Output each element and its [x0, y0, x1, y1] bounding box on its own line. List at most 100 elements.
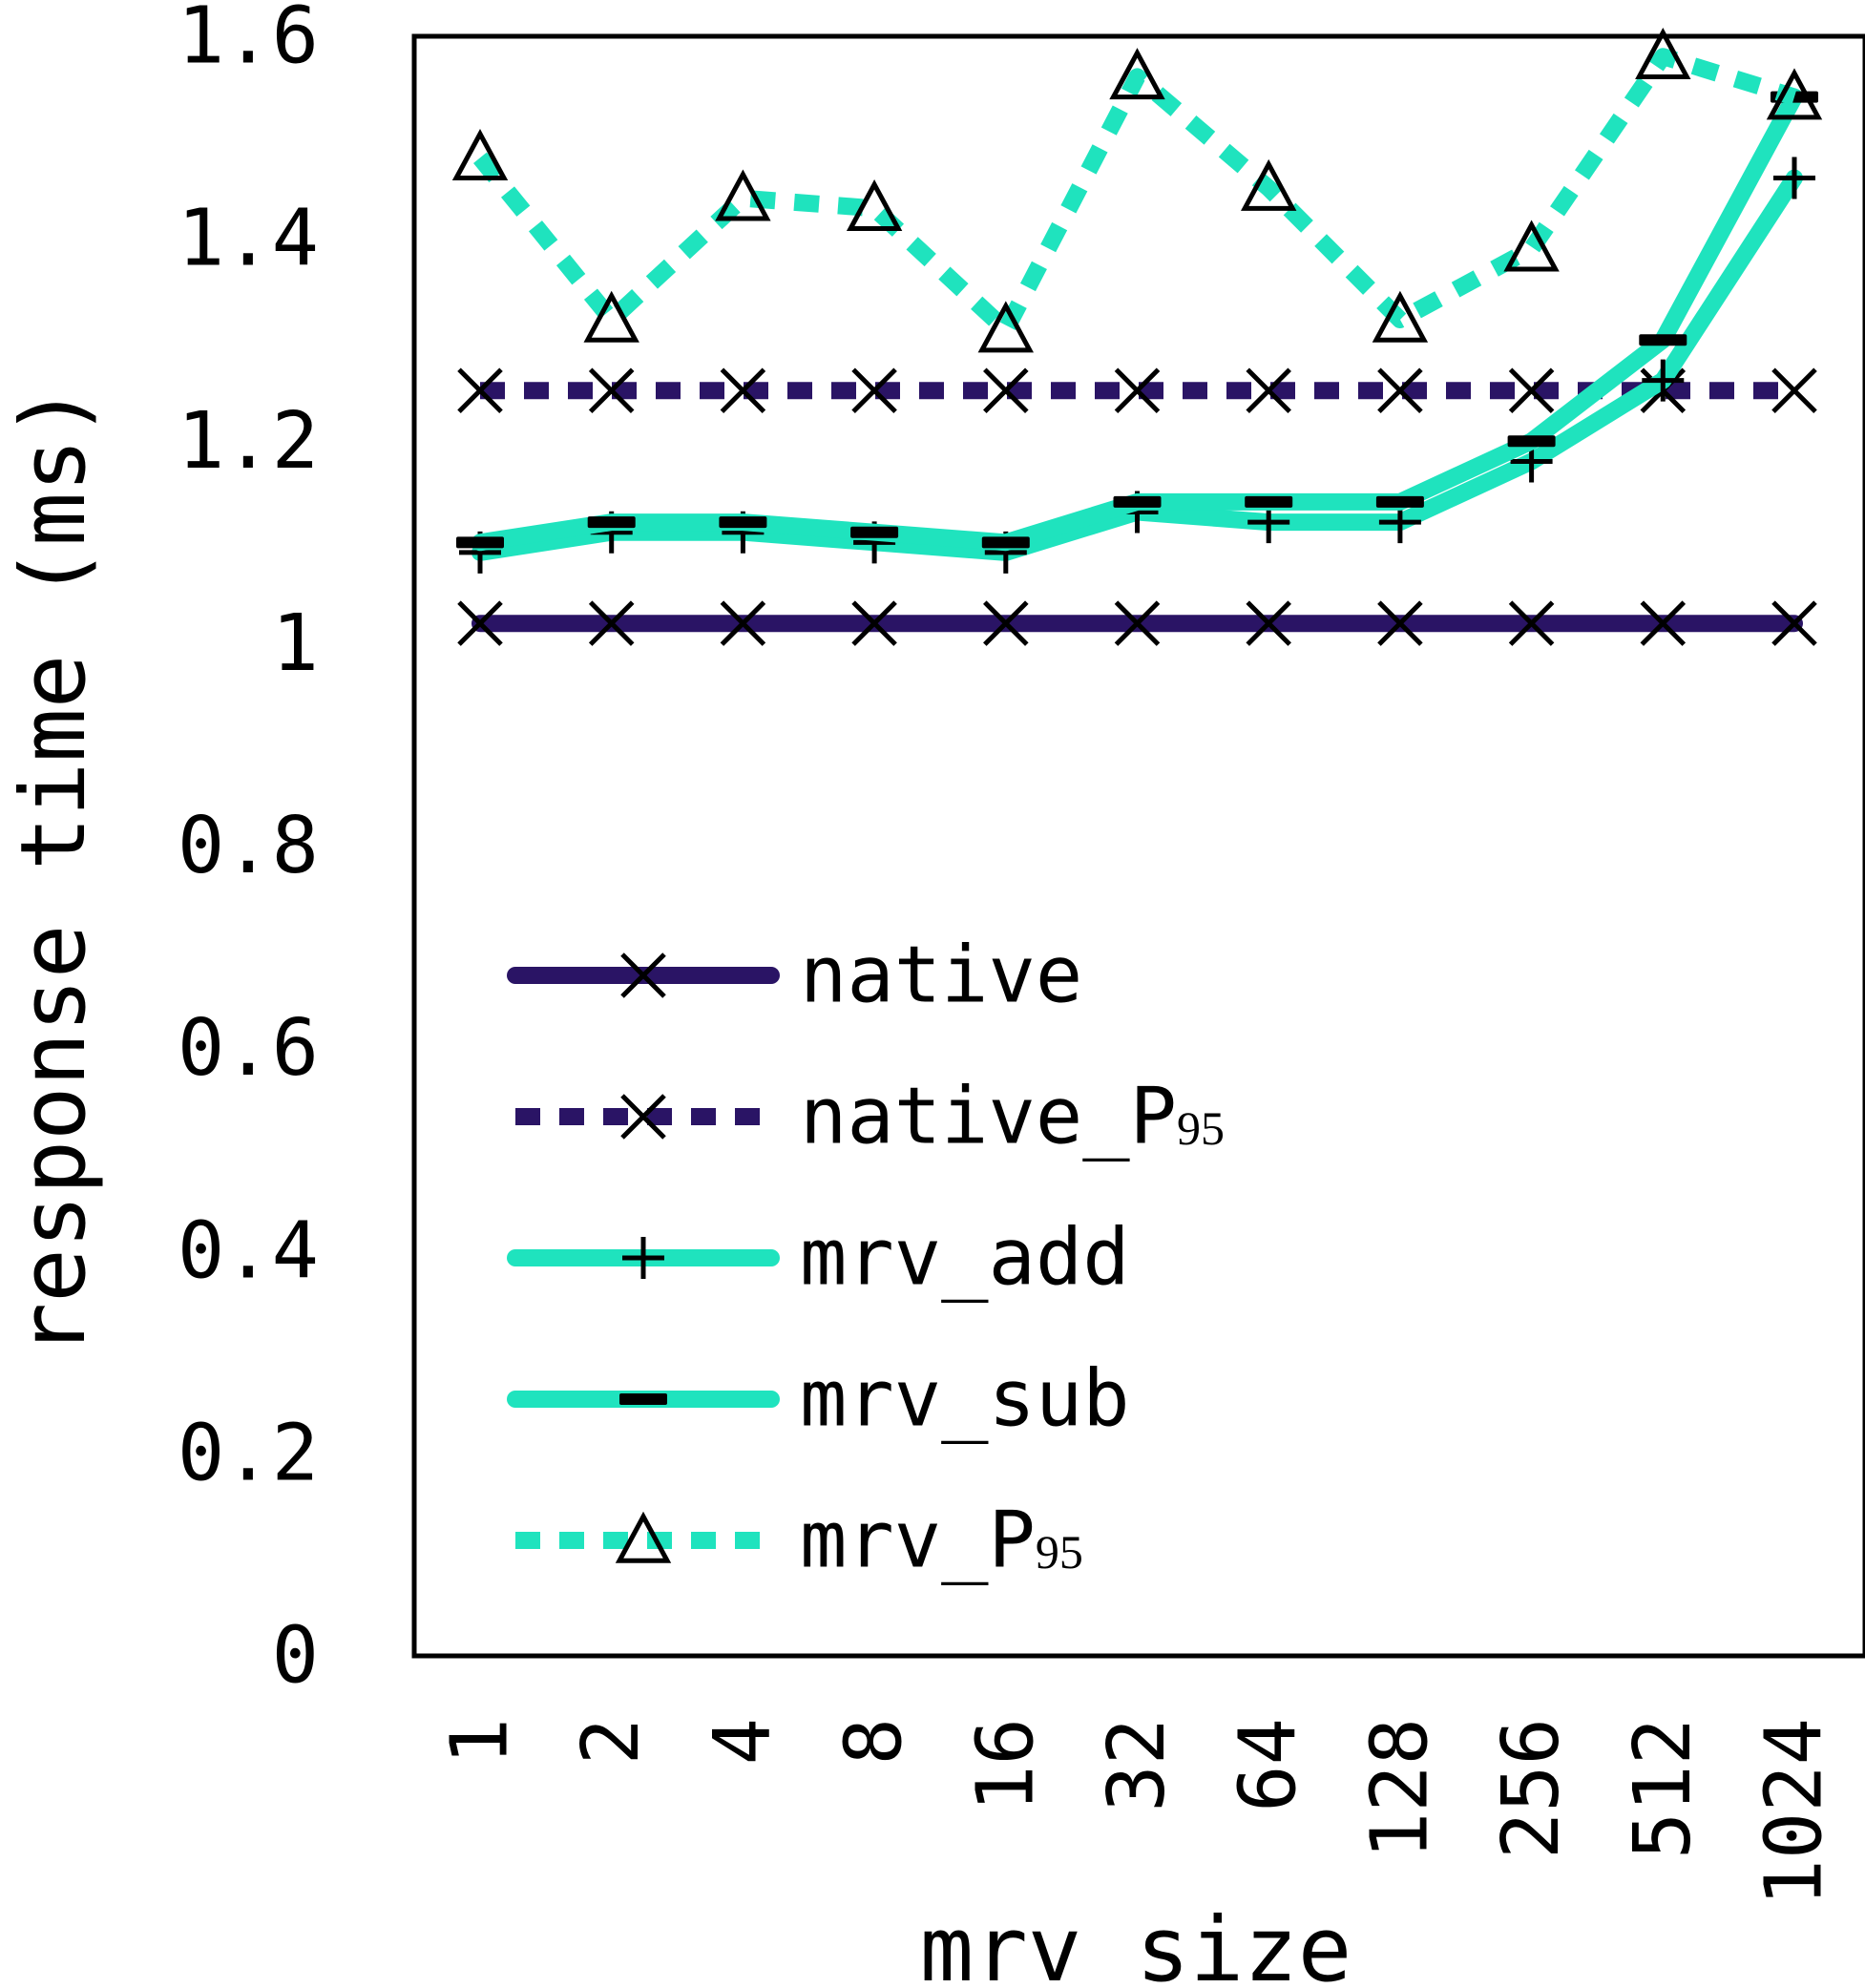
x-marker-stroke [720, 600, 766, 646]
data-point [457, 367, 503, 413]
data-point [1245, 495, 1293, 508]
legend-label: native_P95 [800, 1072, 1225, 1162]
x-axis-title: mrv size [920, 1898, 1352, 1988]
legend-label: native [800, 931, 1082, 1021]
plus-marker-stroke [1773, 157, 1815, 199]
legend-subscript: 95 [1036, 1525, 1083, 1579]
data-point [1246, 367, 1291, 413]
data-point [1113, 495, 1162, 508]
data-point [587, 516, 636, 529]
data-point [1503, 220, 1560, 272]
y-tick-label: 1 [272, 598, 319, 689]
legend-item: mrv_sub [507, 1354, 1130, 1445]
legend-label: mrv_add [800, 1213, 1130, 1304]
x-tick-label: 32 [1092, 1718, 1183, 1812]
data-point [983, 600, 1029, 646]
legend-marker [615, 1511, 672, 1563]
legend: native native_P95 mrv_add mrv_sub mrv_P95 [507, 931, 1225, 1586]
plus-marker-stroke [622, 1237, 664, 1279]
legend-item: mrv_P95 [515, 1496, 1083, 1586]
plot-frame [411, 33, 1865, 1659]
x-tick-label: 1024 [1750, 1718, 1840, 1906]
data-point [981, 536, 1030, 549]
data-point [1642, 359, 1685, 402]
legend-marker [620, 1094, 666, 1140]
x-tick-label: 16 [960, 1718, 1051, 1812]
x-marker-stroke [1114, 367, 1161, 413]
data-point [588, 367, 635, 413]
data-point [1508, 367, 1555, 413]
x-marker-stroke [620, 1094, 666, 1140]
plus-marker-stroke [1642, 359, 1685, 402]
x-tick-labels: 1 2 4 8 16 32 64 128 256 512 1024 [435, 1718, 1840, 1906]
y-tick-labels: 0 0.2 0.4 0.6 0.8 1 1.2 1.4 1.6 [178, 0, 319, 1702]
minus-marker-bar [619, 1393, 667, 1405]
y-tick-label: 0 [272, 1611, 319, 1702]
data-point [850, 526, 899, 538]
x-marker-stroke [588, 600, 635, 646]
data-point [1640, 600, 1687, 646]
data-point [719, 516, 767, 529]
y-tick-label: 0.2 [178, 1408, 319, 1498]
x-marker-stroke [1246, 600, 1291, 646]
triangle-marker-stroke [451, 129, 509, 181]
data-point [983, 367, 1029, 413]
y-tick-label: 1.4 [178, 194, 319, 284]
x-marker-stroke [1771, 600, 1817, 646]
minus-marker-bar [1113, 495, 1162, 508]
data-point [1508, 600, 1555, 646]
x-marker-stroke [851, 600, 897, 646]
minus-marker-bar [1375, 495, 1424, 508]
x-marker-stroke [983, 600, 1029, 646]
data-point [851, 367, 897, 413]
x-tick-label: 512 [1618, 1718, 1708, 1859]
y-tick-label: 0.6 [178, 1003, 319, 1094]
data-point [456, 536, 504, 549]
triangle-marker-stroke [715, 169, 771, 221]
legend-subscript: 95 [1177, 1101, 1225, 1155]
triangle-marker-stroke [846, 179, 903, 232]
x-marker-stroke [1114, 600, 1161, 646]
minus-marker-bar [1639, 334, 1687, 346]
y-tick-label: 1.2 [178, 396, 319, 487]
data-point [851, 600, 897, 646]
data-point [1246, 600, 1291, 646]
minus-marker-bar [850, 526, 899, 538]
series-line [473, 48, 1797, 339]
data-point [583, 290, 639, 343]
triangle-marker-stroke [1635, 27, 1691, 79]
triangle-marker-stroke [977, 301, 1034, 353]
data-point [846, 179, 903, 232]
legend-marker [622, 1237, 664, 1279]
x-marker-stroke [1377, 600, 1423, 646]
data-point [1109, 48, 1165, 100]
data-point [977, 301, 1034, 353]
y-tick-label: 1.6 [178, 0, 319, 82]
x-marker-stroke [457, 600, 503, 646]
triangle-marker-stroke [615, 1511, 672, 1563]
legend-item: native_P95 [515, 1072, 1225, 1162]
triangle-marker-stroke [1503, 220, 1560, 272]
triangle-marker-stroke [1109, 48, 1165, 100]
data-point [1114, 600, 1161, 646]
y-tick-label: 0.8 [178, 801, 319, 891]
data-point [720, 367, 766, 413]
x-marker-stroke [1640, 600, 1687, 646]
x-marker-stroke [457, 367, 503, 413]
series-mrv-p95 [451, 27, 1823, 353]
data-point [1507, 435, 1556, 448]
x-marker-stroke [1508, 600, 1555, 646]
data-point [1771, 367, 1817, 413]
data-point [1639, 334, 1687, 346]
x-marker-stroke [620, 952, 666, 998]
data-point [720, 600, 766, 646]
legend-marker [620, 952, 666, 998]
x-tick-label: 64 [1224, 1718, 1314, 1812]
data-point [1377, 367, 1423, 413]
triangle-marker-stroke [583, 290, 639, 343]
series-mrv-add [459, 157, 1815, 574]
triangle-marker-stroke [1372, 290, 1429, 343]
data-point [1372, 290, 1429, 343]
data-point [715, 169, 771, 221]
